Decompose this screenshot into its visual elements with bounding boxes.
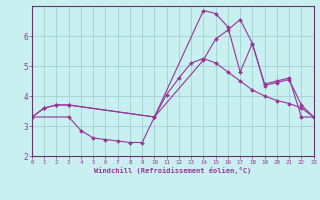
X-axis label: Windchill (Refroidissement éolien,°C): Windchill (Refroidissement éolien,°C) — [94, 167, 252, 174]
